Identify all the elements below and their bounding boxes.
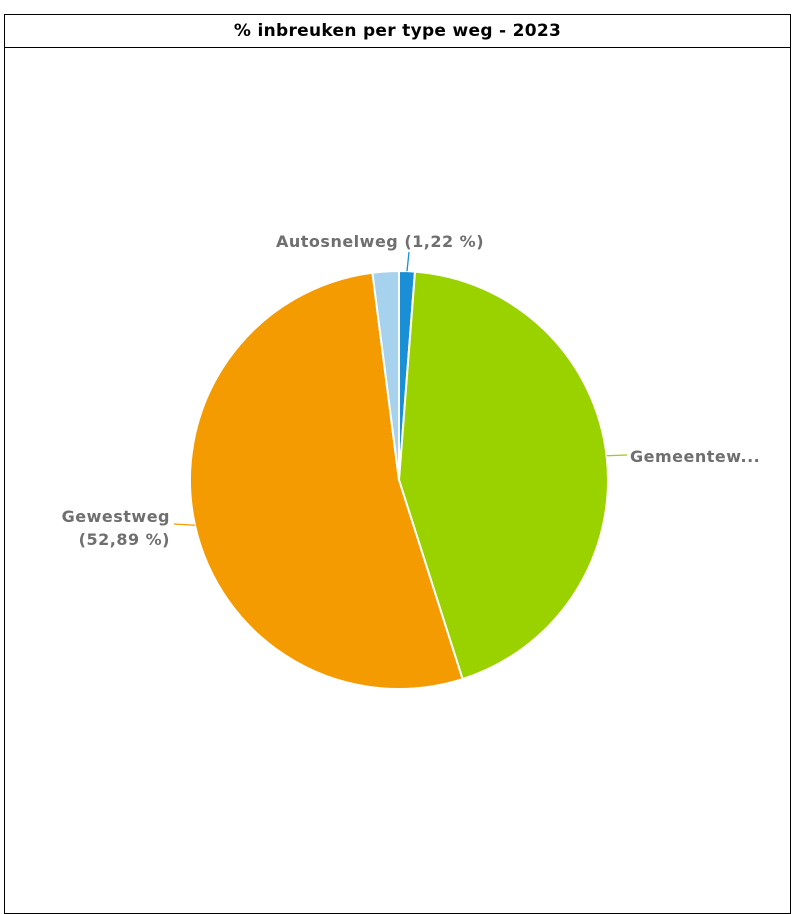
pie-slice-other [371, 269, 400, 481]
leader-gewestweg [173, 523, 196, 526]
label-gemeenteweg: Gemeentew... [630, 447, 760, 466]
leader-gemeenteweg [606, 454, 628, 457]
label-gewestweg-pct: (52,89 %) [79, 530, 170, 549]
pie-slices [189, 269, 609, 690]
label-gewestweg-name: Gewestweg [62, 507, 170, 526]
pie-slice-gemeenteweg [397, 270, 609, 681]
label-autosnelweg: Autosnelweg (1,22 %) [276, 232, 484, 251]
chart-title: % inbreuken per type weg - 2023 [4, 14, 791, 48]
leader-lines [173, 251, 628, 526]
leader-autosnelweg [406, 251, 410, 272]
